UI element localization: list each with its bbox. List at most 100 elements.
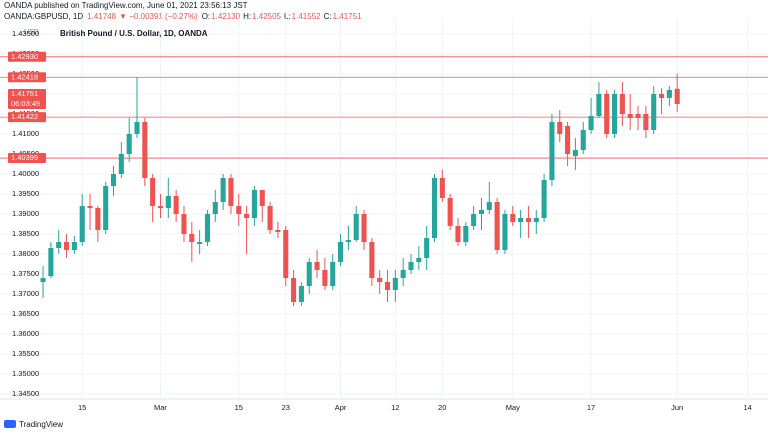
header-item: 1.42130 [211, 12, 240, 21]
y-tick-label: 1.38500 [12, 229, 39, 238]
candle-body [48, 248, 54, 276]
price-marker [8, 72, 46, 83]
candle-body [64, 242, 70, 250]
header-item: C: [324, 12, 332, 21]
candle-body [518, 218, 524, 222]
candle-body [565, 126, 571, 154]
y-tick-label: 1.36000 [12, 329, 39, 338]
candle-body [471, 214, 477, 226]
candle-body [267, 206, 273, 230]
candle-body [408, 262, 414, 270]
y-tick-label: 1.34500 [12, 389, 39, 398]
candle-body [596, 94, 602, 116]
candle-body [165, 196, 171, 208]
candle-body [377, 278, 383, 282]
publisher-line: OANDA published on TradingView.com, June… [4, 1, 248, 10]
header-item: OANDA:GBPUSD, 1D [4, 12, 83, 21]
candle-body [658, 94, 665, 98]
candle-body [494, 202, 500, 250]
candle-body [142, 122, 148, 178]
candle-body [56, 242, 62, 248]
candle-body [486, 202, 492, 210]
candle-body [635, 114, 641, 118]
candle-body [291, 278, 297, 302]
candle-body [392, 278, 398, 290]
header-item: 1.41751 [333, 12, 362, 21]
candle-body [463, 226, 469, 242]
header-item: O: [202, 12, 210, 21]
candle-body [228, 178, 234, 206]
chart-title: British Pound / U.S. Dollar, 1D, OANDA [60, 29, 208, 38]
plot-area [0, 18, 768, 398]
candle-body [651, 94, 657, 130]
candle-body [619, 94, 625, 114]
y-tick-label: 1.37000 [12, 289, 39, 298]
candle-body [71, 242, 77, 250]
y-tick-label: 1.35500 [12, 349, 39, 358]
price-marker-label: 1.41751 [11, 89, 38, 98]
candle-body [510, 214, 516, 222]
price-marker [8, 51, 46, 62]
x-tick-label: Mar [154, 403, 167, 412]
price-marker-label: 1.41422 [11, 112, 38, 121]
candle-body [244, 214, 250, 218]
logo: TradingView [4, 420, 63, 429]
candle-body [110, 174, 117, 186]
x-tick-label: Jun [671, 403, 683, 412]
y-tick-label: 1.41000 [12, 129, 39, 138]
price-marker [8, 112, 46, 123]
candle-body [424, 238, 430, 258]
candle-body [79, 206, 85, 242]
candle-body [95, 208, 101, 230]
candle-body [306, 262, 312, 286]
candle-body [643, 114, 649, 130]
logo-text: TradingView [19, 420, 63, 429]
candle-body [502, 214, 508, 250]
candle-body [220, 178, 226, 202]
candle-body [674, 88, 680, 104]
candle-body [369, 242, 375, 278]
candle-body [283, 230, 289, 278]
y-tick-label: 1.39500 [12, 189, 39, 198]
header-item: 1.41748 [87, 12, 116, 21]
price-marker-label: 1.42418 [11, 72, 38, 81]
candle-body [455, 226, 461, 242]
candle-body [384, 282, 391, 290]
candle-body [541, 180, 547, 218]
candle-body [40, 278, 46, 282]
countdown: 06:03:49 [11, 99, 40, 108]
candle-body [189, 234, 195, 242]
y-tick-label: 1.38000 [12, 249, 39, 258]
candle-body [533, 218, 539, 222]
candle-body [525, 218, 531, 222]
candle-body [173, 196, 179, 214]
candle-body [134, 122, 140, 134]
header-item: 1.42505 [252, 12, 281, 21]
candle-body [588, 116, 594, 130]
y-tick-label: 1.35000 [12, 369, 39, 378]
x-tick-label: Apr [335, 403, 347, 412]
price-marker [8, 88, 46, 109]
candle-body [345, 240, 351, 242]
candle-body [549, 122, 555, 180]
candle-body [627, 114, 633, 118]
x-tick-label: 15 [78, 403, 86, 412]
candle-body [478, 210, 485, 214]
candle-body [361, 214, 367, 242]
grid [0, 18, 768, 398]
x-tick-label: 17 [587, 403, 595, 412]
price-marker-label: 1.40399 [11, 153, 38, 162]
candle-body [557, 122, 563, 134]
currency-label: USD [24, 29, 39, 36]
logo-icon [4, 420, 16, 428]
candle-body [236, 206, 242, 214]
x-tick-label: 23 [282, 403, 290, 412]
candle-body [338, 242, 344, 262]
candle-body [212, 202, 218, 214]
candle-body [604, 94, 610, 134]
candle-body [103, 186, 109, 230]
y-tick-label: 1.37500 [12, 269, 39, 278]
x-tick-label: May [506, 403, 520, 412]
